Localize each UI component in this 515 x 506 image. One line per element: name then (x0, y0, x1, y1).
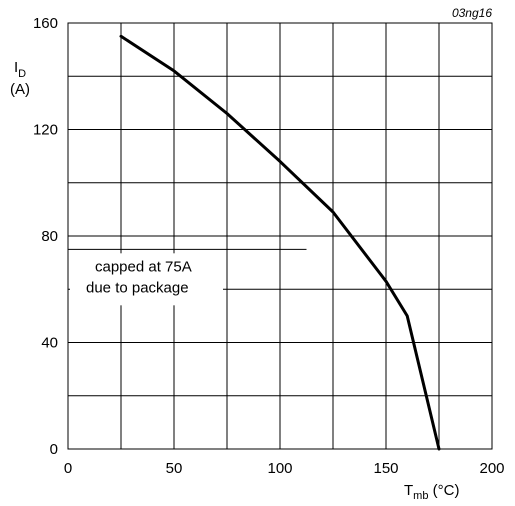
x-tick-label: 200 (479, 460, 504, 477)
y-tick-label: 160 (33, 15, 58, 32)
annotation-background (70, 253, 223, 306)
y-tick-label: 40 (41, 335, 58, 352)
figure-id: 03ng16 (452, 6, 492, 20)
y-tick-label: 0 (50, 441, 58, 458)
x-axis-label: Tmb (°C) (404, 482, 459, 502)
annotation: capped at 75A due to package (68, 248, 307, 306)
y-axis-label: ID (14, 59, 26, 80)
x-tick-label: 0 (64, 460, 72, 477)
y-tick-label: 80 (41, 228, 58, 245)
x-axis-label-sub: mb (413, 490, 428, 502)
x-axis-label-main: T (404, 482, 413, 499)
annotation-line-2: due to package (86, 279, 189, 296)
x-tick-label: 150 (373, 460, 398, 477)
y-axis-unit: (A) (10, 81, 30, 98)
x-tick-labels: 0 50 100 150 200 (64, 460, 505, 477)
x-tick-label: 100 (267, 460, 292, 477)
x-axis-label-unit: (°C) (428, 482, 459, 499)
y-axis-label-sub: D (18, 68, 26, 80)
x-tick-label: 50 (166, 460, 183, 477)
y-axis-label-main: I (14, 59, 18, 76)
annotation-line-1: capped at 75A (95, 258, 192, 275)
series-line (119, 34, 441, 451)
plot-frame (67, 22, 493, 450)
y-tick-label: 120 (33, 122, 58, 139)
y-tick-labels: 0 40 80 120 160 (33, 15, 58, 458)
grid (68, 23, 492, 449)
